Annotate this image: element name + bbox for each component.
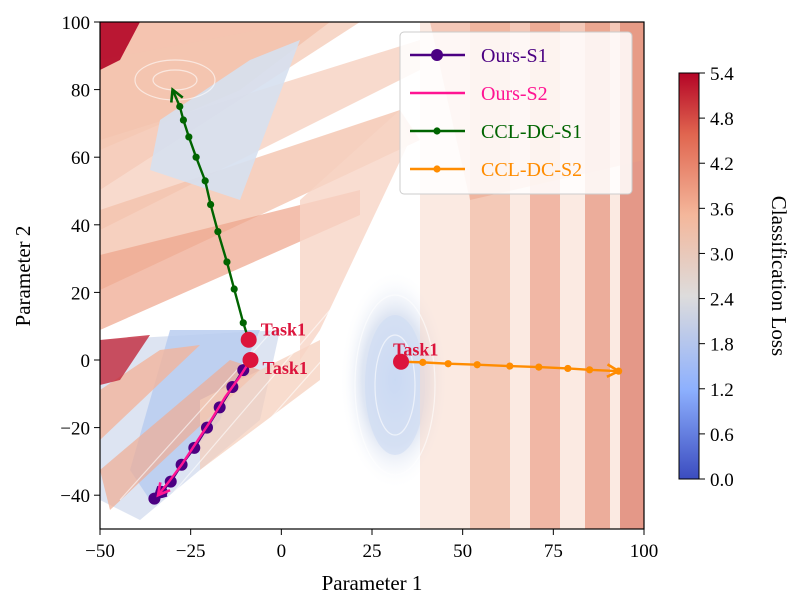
series-point — [615, 367, 623, 375]
legend-entry: Ours-S1 — [481, 45, 548, 67]
series-point — [444, 360, 452, 368]
series-point — [201, 177, 209, 185]
series-point — [176, 102, 184, 111]
series-point — [214, 227, 222, 236]
x-axis-label: Parameter 1 — [322, 571, 423, 595]
series-point — [564, 364, 572, 373]
colorbar-tick-label: 3.6 — [710, 199, 734, 220]
colorbar-gradient — [678, 72, 700, 480]
series-point — [223, 258, 231, 266]
x-tick-label: −25 — [176, 541, 206, 562]
series-point — [586, 366, 594, 374]
legend: Ours-S1 Ours-S2 CCL-DC-S1 CCL-DC-S2 — [399, 31, 633, 195]
task-annotation: Task1 — [393, 340, 438, 360]
task-start-marker — [240, 331, 257, 348]
y-tick-label: 80 — [71, 81, 90, 102]
colorbar-tick-label: 2.4 — [710, 290, 734, 311]
series-ours-s2 — [156, 359, 252, 498]
series-arrowhead — [170, 87, 184, 103]
y-tick-label: 20 — [71, 283, 90, 304]
x-tick-label: 50 — [453, 541, 472, 562]
legend-marker — [433, 165, 441, 173]
y-tick-label: −20 — [60, 419, 90, 440]
series-point — [230, 285, 238, 293]
colorbar-tick-label: 4.8 — [710, 109, 734, 130]
colorbar-tick-label: 1.8 — [710, 335, 734, 356]
axes-ticks: −50 −25 0 25 50 75 100 100 80 60 40 20 0 −20 −40 — [60, 13, 658, 562]
colorbar-tick-label: 4.2 — [710, 154, 734, 175]
task-annotation: Task1 — [261, 320, 306, 340]
x-tick-label: 25 — [363, 541, 382, 562]
series-point — [535, 363, 543, 371]
series-point — [185, 133, 193, 141]
series-line — [157, 359, 252, 496]
colorbar: 0.0 0.6 1.2 1.8 2.4 3.0 3.6 4.2 4.8 5.4 Classific… — [678, 64, 791, 491]
legend-marker — [431, 49, 443, 61]
colorbar-tick-label: 3.0 — [710, 244, 734, 265]
series-point — [192, 153, 200, 161]
colorbar-tick-label: 0.0 — [710, 470, 734, 491]
y-tick-label: 0 — [81, 351, 91, 372]
y-tick-label: 60 — [71, 148, 90, 169]
series-arrowhead — [156, 482, 171, 498]
colorbar-tick-label: 0.6 — [710, 425, 734, 446]
x-tick-label: 0 — [277, 541, 287, 562]
series-point — [239, 319, 247, 327]
task-start-marker — [393, 353, 410, 370]
y-tick-label: −40 — [60, 486, 90, 507]
series-point — [179, 116, 188, 124]
task-start-marker — [242, 352, 259, 368]
y-tick-label: 40 — [71, 216, 90, 237]
series-point — [506, 362, 514, 370]
series-ccl-dc-s2 — [397, 358, 623, 379]
colorbar-tick-label: 5.4 — [710, 64, 734, 85]
legend-marker — [433, 127, 441, 135]
series-arrowhead — [152, 485, 168, 501]
colorbar-tick-label: 1.2 — [710, 380, 734, 401]
legend-frame — [399, 31, 633, 195]
series-point — [473, 361, 481, 369]
x-tick-label: 100 — [630, 541, 659, 562]
annotation-layer: Task1 Task1 Task1 — [240, 320, 438, 378]
legend-entry: CCL-DC-S2 — [481, 159, 582, 181]
y-axis-label: Parameter 2 — [11, 226, 35, 327]
y-tick-label: 100 — [62, 13, 91, 34]
series-point — [207, 200, 215, 209]
legend-entry: Ours-S2 — [481, 83, 548, 105]
task-annotation: Task1 — [263, 358, 308, 378]
series-ccl-dc-s1 — [170, 87, 253, 344]
colorbar-label: Classification Loss — [767, 196, 791, 356]
x-tick-label: 75 — [544, 541, 563, 562]
series-point — [419, 358, 427, 366]
series-layer — [148, 87, 623, 505]
x-tick-label: −50 — [85, 541, 115, 562]
legend-entry: CCL-DC-S1 — [481, 121, 582, 143]
